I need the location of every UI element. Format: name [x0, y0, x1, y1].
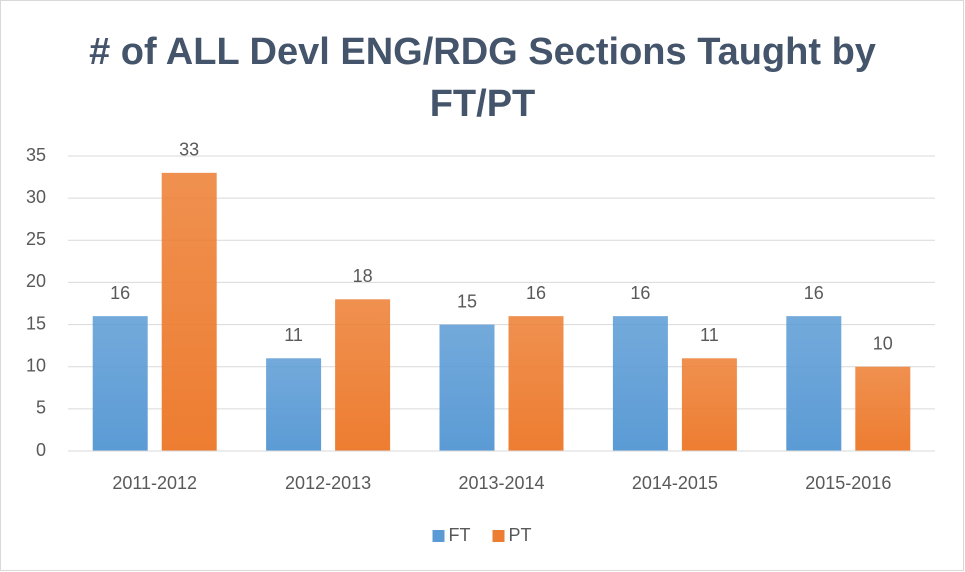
y-tick-label: 10 — [26, 355, 46, 375]
data-label: 11 — [700, 325, 719, 345]
bar — [508, 316, 564, 451]
bar — [92, 316, 148, 451]
x-tick-label: 2014-2015 — [632, 473, 718, 493]
legend-swatch — [492, 530, 505, 542]
y-tick-label: 0 — [36, 440, 46, 460]
x-tick-label: 2013-2014 — [458, 473, 544, 493]
bar — [439, 324, 495, 451]
bar — [681, 358, 737, 451]
data-label: 10 — [873, 333, 893, 353]
y-tick-label: 30 — [26, 187, 46, 207]
y-tick-label: 15 — [26, 313, 46, 333]
data-label: 16 — [630, 283, 650, 303]
data-label: 18 — [353, 266, 373, 286]
legend-label: FT — [449, 525, 471, 545]
data-label: 11 — [284, 325, 303, 345]
data-label: 16 — [804, 283, 824, 303]
bar — [161, 172, 217, 451]
y-tick-label: 35 — [26, 145, 46, 165]
x-tick-label: 2011-2012 — [112, 473, 197, 493]
x-tick-label: 2012-2013 — [285, 473, 371, 493]
chart-title: # of ALL Devl ENG/RDG Sections Taught by… — [89, 31, 876, 125]
legend-swatch — [432, 530, 445, 542]
bar — [786, 316, 842, 451]
y-tick-label: 5 — [36, 398, 46, 418]
bar — [266, 358, 322, 451]
data-label: 33 — [179, 140, 199, 160]
y-tick-label: 20 — [26, 271, 46, 291]
bar — [612, 316, 668, 451]
bar — [335, 299, 391, 451]
bar — [855, 366, 911, 451]
x-tick-label: 2015-2016 — [805, 473, 891, 493]
legend-label: PT — [509, 525, 532, 545]
y-tick-label: 25 — [26, 229, 46, 249]
data-label: 15 — [457, 291, 477, 311]
data-label: 16 — [526, 283, 546, 303]
data-label: 16 — [110, 283, 130, 303]
